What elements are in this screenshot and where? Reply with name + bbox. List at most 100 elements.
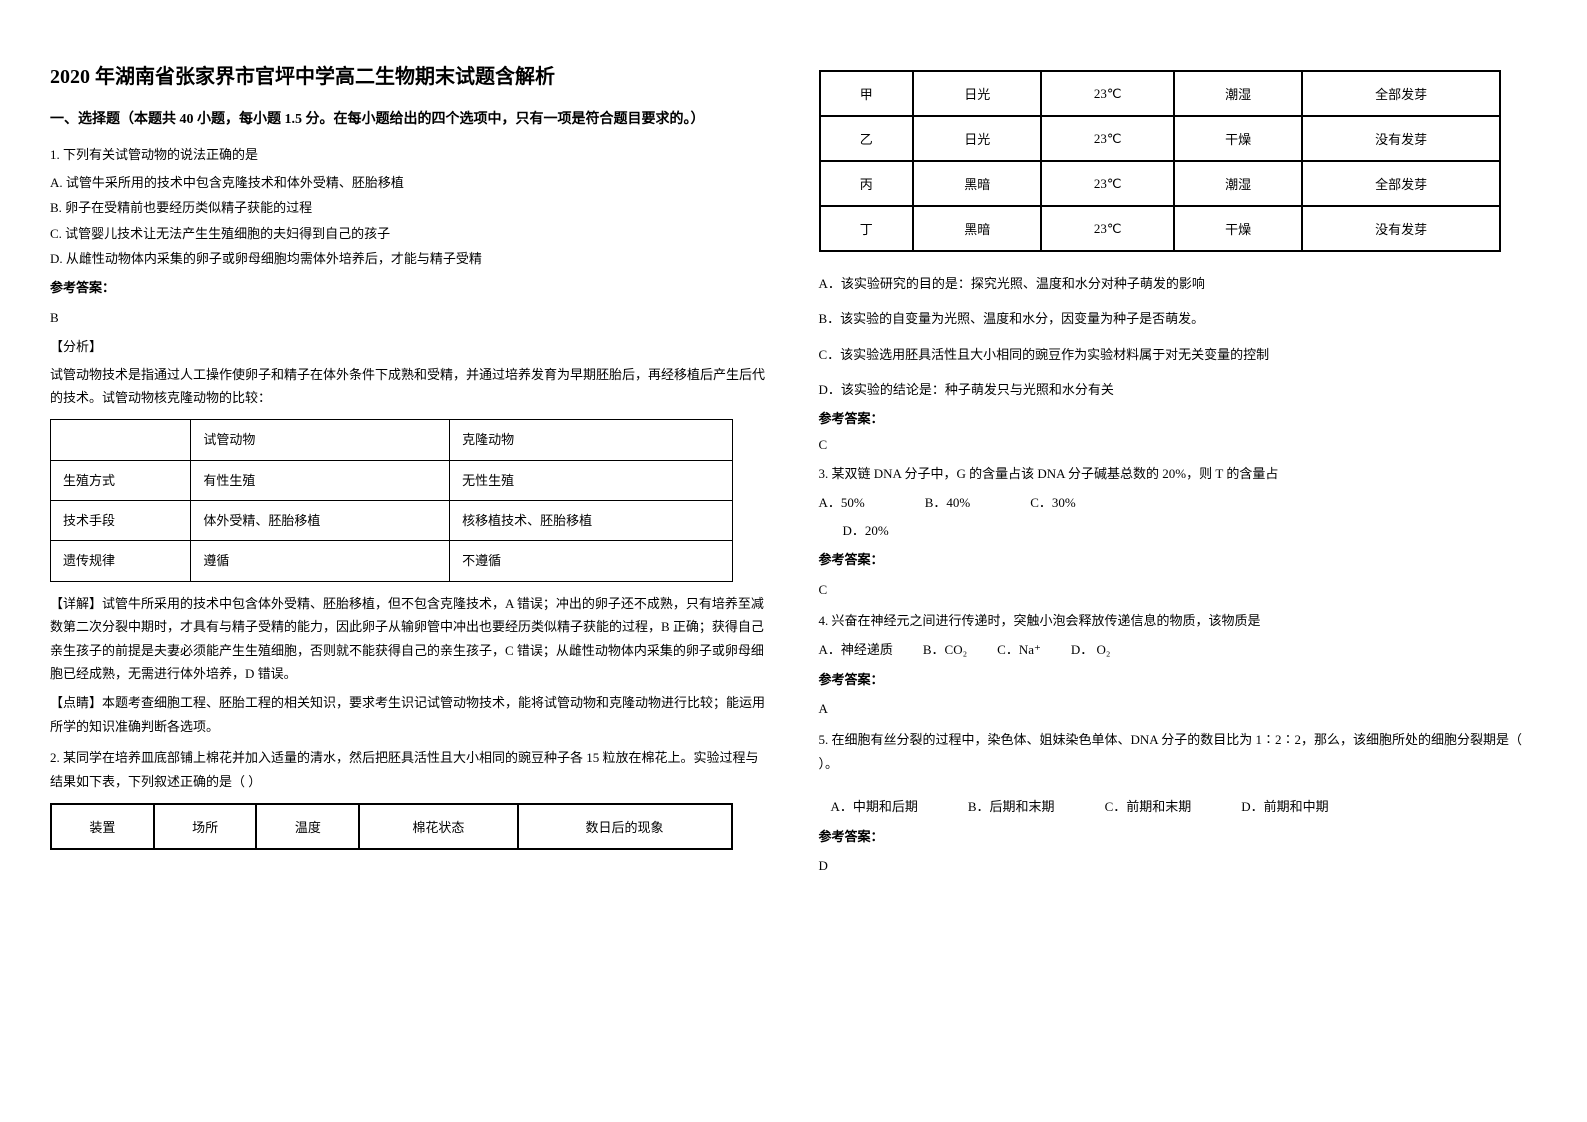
table-cell: 潮湿 (1174, 161, 1302, 206)
q2-option-d: D．该实验的结论是：种子萌发只与光照和水分有关 (819, 378, 1538, 401)
section-header: 一、选择题（本题共 40 小题，每小题 1.5 分。在每小题给出的四个选项中，只… (50, 109, 769, 131)
table-row: 技术手段 体外受精、胚胎移植 核移植技术、胚胎移植 (51, 501, 733, 541)
q2-answer: C (819, 433, 1538, 456)
table-row: 生殖方式 有性生殖 无性生殖 (51, 460, 733, 500)
table-row: 甲 日光 23℃ 潮湿 全部发芽 (820, 71, 1501, 116)
table-cell: 数日后的现象 (518, 804, 732, 849)
question-1: 1. 下列有关试管动物的说法正确的是 A. 试管牛采所用的技术中包含克隆技术和体… (50, 143, 769, 738)
table-cell: 没有发芽 (1302, 116, 1500, 161)
table-row: 丙 黑暗 23℃ 潮湿 全部发芽 (820, 161, 1501, 206)
table-cell: 23℃ (1041, 71, 1174, 116)
table-cell: 23℃ (1041, 116, 1174, 161)
table-cell: 潮湿 (1174, 71, 1302, 116)
q4-option-a: A．神经递质 (819, 638, 893, 661)
q3-answer-label: 参考答案： (819, 548, 1538, 571)
table-cell: 遗传规律 (51, 541, 191, 581)
table-row: 试管动物 克隆动物 (51, 420, 733, 460)
question-4: 4. 兴奋在神经元之间进行传递时，突触小泡会释放传递信息的物质，该物质是 A．神… (819, 609, 1538, 721)
q3-answer: C (819, 578, 1538, 601)
table-cell: 甲 (820, 71, 914, 116)
q3-option-a: A．50% (819, 491, 865, 514)
q4-option-c: C．Na⁺ (997, 638, 1041, 661)
q5-stem: 5. 在细胞有丝分裂的过程中，染色体、姐妹染色单体、DNA 分子的数目比为 1∶… (819, 728, 1538, 775)
q5-answer-label: 参考答案： (819, 825, 1538, 848)
table-row: 装置 场所 温度 棉花状态 数日后的现象 (51, 804, 732, 849)
question-2-stem: 2. 某同学在培养皿底部铺上棉花并加入适量的清水，然后把胚具活性且大小相同的豌豆… (50, 746, 769, 793)
table-cell: 克隆动物 (450, 420, 732, 460)
q2-option-a: A．该实验研究的目的是：探究光照、温度和水分对种子萌发的影响 (819, 272, 1538, 295)
q5-option-b: B．后期和末期 (968, 795, 1055, 818)
table-row: 丁 黑暗 23℃ 干燥 没有发芽 (820, 206, 1501, 251)
q3-option-c: C．30% (1030, 491, 1076, 514)
table-cell: 场所 (154, 804, 257, 849)
table-cell: 核移植技术、胚胎移植 (450, 501, 732, 541)
table-cell: 体外受精、胚胎移植 (191, 501, 450, 541)
table-row: 遗传规律 遵循 不遵循 (51, 541, 733, 581)
q2-option-b: B．该实验的自变量为光照、温度和水分，因变量为种子是否萌发。 (819, 307, 1538, 330)
q2-stem: 2. 某同学在培养皿底部铺上棉花并加入适量的清水，然后把胚具活性且大小相同的豌豆… (50, 746, 769, 793)
q2-experiment-table-body: 甲 日光 23℃ 潮湿 全部发芽 乙 日光 23℃ 干燥 没有发芽 丙 黑暗 2… (819, 70, 1502, 252)
table-cell (51, 420, 191, 460)
table-cell: 干燥 (1174, 206, 1302, 251)
q2-experiment-table-header: 装置 场所 温度 棉花状态 数日后的现象 (50, 803, 733, 850)
q1-analysis-label: 【分析】 (50, 335, 769, 358)
table-cell: 装置 (51, 804, 154, 849)
table-cell: 棉花状态 (359, 804, 517, 849)
q5-option-a: A．中期和后期 (831, 795, 918, 818)
table-cell: 日光 (913, 116, 1041, 161)
table-cell: 无性生殖 (450, 460, 732, 500)
table-cell: 没有发芽 (1302, 206, 1500, 251)
q1-option-b: B. 卵子在受精前也要经历类似精子获能的过程 (50, 196, 769, 219)
left-column: 2020 年湖南省张家界市官坪中学高二生物期末试题含解析 一、选择题（本题共 4… (50, 60, 769, 885)
q3-stem: 3. 某双链 DNA 分子中，G 的含量占该 DNA 分子碱基总数的 20%，则… (819, 462, 1538, 485)
q4-answer: A (819, 697, 1538, 720)
table-cell: 丙 (820, 161, 914, 206)
table-cell: 试管动物 (191, 420, 450, 460)
q2-answer-label: 参考答案： (819, 408, 1538, 427)
document-title: 2020 年湖南省张家界市官坪中学高二生物期末试题含解析 (50, 60, 769, 89)
table-cell: 不遵循 (450, 541, 732, 581)
table-cell: 黑暗 (913, 161, 1041, 206)
q4-answer-label: 参考答案： (819, 668, 1538, 691)
table-cell: 生殖方式 (51, 460, 191, 500)
table-cell: 黑暗 (913, 206, 1041, 251)
q1-answer: B (50, 306, 769, 329)
table-cell: 干燥 (1174, 116, 1302, 161)
q1-option-a: A. 试管牛采所用的技术中包含克隆技术和体外受精、胚胎移植 (50, 171, 769, 194)
question-5: 5. 在细胞有丝分裂的过程中，染色体、姐妹染色单体、DNA 分子的数目比为 1∶… (819, 728, 1538, 877)
q5-option-d: D．前期和中期 (1241, 795, 1328, 818)
question-3: 3. 某双链 DNA 分子中，G 的含量占该 DNA 分子碱基总数的 20%，则… (819, 462, 1538, 601)
q3-option-d: D．20% (843, 519, 1538, 542)
q4-option-b: B．CO₂ (923, 638, 967, 661)
q1-stem: 1. 下列有关试管动物的说法正确的是 (50, 143, 769, 166)
q5-answer: D (819, 854, 1538, 877)
table-cell: 技术手段 (51, 501, 191, 541)
q3-option-b: B．40% (925, 491, 971, 514)
table-cell: 23℃ (1041, 206, 1174, 251)
q4-options-row: A．神经递质 B．CO₂ C．Na⁺ D． O₂ (819, 638, 1538, 661)
q5-option-c: C．前期和末期 (1105, 795, 1192, 818)
q5-options-row: A．中期和后期 B．后期和末期 C．前期和末期 D．前期和中期 (831, 795, 1538, 818)
q1-point-p1: 【点睛】本题考查细胞工程、胚胎工程的相关知识，要求考生识记试管动物技术，能将试管… (50, 691, 769, 738)
table-cell: 全部发芽 (1302, 71, 1500, 116)
q4-option-d: D． O₂ (1071, 638, 1111, 661)
q1-option-d: D. 从雌性动物体内采集的卵子或卵母细胞均需体外培养后，才能与精子受精 (50, 247, 769, 270)
q2-option-c: C．该实验选用胚具活性且大小相同的豌豆作为实验材料属于对无关变量的控制 (819, 343, 1538, 366)
q4-stem: 4. 兴奋在神经元之间进行传递时，突触小泡会释放传递信息的物质，该物质是 (819, 609, 1538, 632)
right-column: 甲 日光 23℃ 潮湿 全部发芽 乙 日光 23℃ 干燥 没有发芽 丙 黑暗 2… (819, 60, 1538, 885)
table-cell: 日光 (913, 71, 1041, 116)
q1-comparison-table: 试管动物 克隆动物 生殖方式 有性生殖 无性生殖 技术手段 体外受精、胚胎移植 … (50, 419, 733, 582)
table-cell: 丁 (820, 206, 914, 251)
q3-options-row1: A．50% B．40% C．30% (819, 491, 1538, 514)
table-cell: 温度 (256, 804, 359, 849)
table-cell: 全部发芽 (1302, 161, 1500, 206)
q1-detail-p1: 【详解】试管牛所采用的技术中包含体外受精、胚胎移植，但不包含克隆技术，A 错误；… (50, 592, 769, 686)
q1-answer-label: 参考答案： (50, 276, 769, 299)
table-cell: 乙 (820, 116, 914, 161)
q1-analysis-p1: 试管动物技术是指通过人工操作使卵子和精子在体外条件下成熟和受精，并通过培养发育为… (50, 363, 769, 410)
table-cell: 有性生殖 (191, 460, 450, 500)
table-cell: 遵循 (191, 541, 450, 581)
table-row: 乙 日光 23℃ 干燥 没有发芽 (820, 116, 1501, 161)
q1-option-c: C. 试管婴儿技术让无法产生生殖细胞的夫妇得到自己的孩子 (50, 222, 769, 245)
table-cell: 23℃ (1041, 161, 1174, 206)
